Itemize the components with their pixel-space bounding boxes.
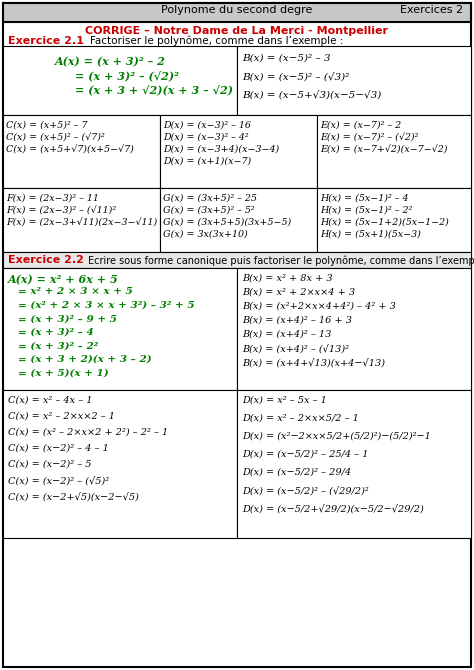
Text: C(x) = (x−2+√5)(x−2−√5): C(x) = (x−2+√5)(x−2−√5) <box>8 492 139 501</box>
Text: Exercice 2.1: Exercice 2.1 <box>8 36 84 46</box>
Bar <box>3 390 237 538</box>
Text: C(x) = (x−2)² – (√5)²: C(x) = (x−2)² – (√5)² <box>8 476 109 486</box>
Text: D(x) = (x−5/2+√29/2)(x−5/2−√29/2): D(x) = (x−5/2+√29/2)(x−5/2−√29/2) <box>242 504 424 513</box>
Text: F(x) = (2x−3+√11)(2x−3−√11): F(x) = (2x−3+√11)(2x−3−√11) <box>6 218 157 227</box>
Text: C(x) = (x+5+√7)(x+5−√7): C(x) = (x+5+√7)(x+5−√7) <box>6 145 134 154</box>
Text: H(x) = (5x+1)(5x−3): H(x) = (5x+1)(5x−3) <box>320 230 421 239</box>
Text: D(x) = (x−3)² – 4²: D(x) = (x−3)² – 4² <box>163 133 249 142</box>
Text: B(x) = (x+4)² – 13: B(x) = (x+4)² – 13 <box>242 330 331 339</box>
Text: = (x + 3)² – (√2)²: = (x + 3)² – (√2)² <box>75 70 179 81</box>
Text: D(x) = (x+1)(x−7): D(x) = (x+1)(x−7) <box>163 157 251 166</box>
Bar <box>317 188 471 252</box>
Text: C(x) = x² – 4x – 1: C(x) = x² – 4x – 1 <box>8 396 92 405</box>
Text: = x² + 2 × 3 × x + 5: = x² + 2 × 3 × x + 5 <box>18 287 133 297</box>
Text: D(x) = (x−5/2)² – (√29/2)²: D(x) = (x−5/2)² – (√29/2)² <box>242 486 369 496</box>
Text: H(x) = (5x−1)² – 2²: H(x) = (5x−1)² – 2² <box>320 206 412 215</box>
Text: B(x) = x² + 2×x×4 + 3: B(x) = x² + 2×x×4 + 3 <box>242 288 355 297</box>
Text: = (x + 3)² – 4: = (x + 3)² – 4 <box>18 328 94 337</box>
Text: C(x) = (x−2)² – 4 – 1: C(x) = (x−2)² – 4 – 1 <box>8 444 109 453</box>
Text: A(x) = (x + 3)² – 2: A(x) = (x + 3)² – 2 <box>55 56 166 67</box>
Text: B(x) = (x−5)² – (√3)²: B(x) = (x−5)² – (√3)² <box>242 72 349 82</box>
Text: CORRIGE – Notre Dame de La Merci - Montpellier: CORRIGE – Notre Dame de La Merci - Montp… <box>85 26 389 36</box>
Text: = (x + 3)² – 2²: = (x + 3)² – 2² <box>18 342 98 350</box>
Text: C(x) = (x−2)² – 5: C(x) = (x−2)² – 5 <box>8 460 91 469</box>
Bar <box>237 390 471 538</box>
Text: = (x + 3 + 2)(x + 3 – 2): = (x + 3 + 2)(x + 3 – 2) <box>18 355 152 364</box>
Text: B(x) = (x−5)² – 3: B(x) = (x−5)² – 3 <box>242 54 330 63</box>
Bar <box>3 268 237 390</box>
Text: = (x + 3)² – 9 + 5: = (x + 3)² – 9 + 5 <box>18 314 117 324</box>
Bar <box>317 115 471 188</box>
Text: C(x) = x² – 2×x×2 – 1: C(x) = x² – 2×x×2 – 1 <box>8 412 115 421</box>
Text: H(x) = (5x−1)² – 4: H(x) = (5x−1)² – 4 <box>320 194 409 203</box>
Text: H(x) = (5x−1+2)(5x−1−2): H(x) = (5x−1+2)(5x−1−2) <box>320 218 449 227</box>
Bar <box>160 188 317 252</box>
Bar <box>3 3 471 22</box>
Text: B(x) = (x²+2×x×4+4²) – 4² + 3: B(x) = (x²+2×x×4+4²) – 4² + 3 <box>242 302 396 311</box>
Text: D(x) = (x−5/2)² – 29/4: D(x) = (x−5/2)² – 29/4 <box>242 468 351 477</box>
Text: Ecrire sous forme canonique puis factoriser le polynôme, comme dans l’exemple :: Ecrire sous forme canonique puis factori… <box>88 255 474 265</box>
Text: = (x² + 2 × 3 × x + 3²) – 3² + 5: = (x² + 2 × 3 × x + 3²) – 3² + 5 <box>18 301 195 310</box>
Text: B(x) = (x−5+√3)(x−5−√3): B(x) = (x−5+√3)(x−5−√3) <box>242 90 381 99</box>
Text: G(x) = (3x+5)² – 5²: G(x) = (3x+5)² – 5² <box>163 206 255 215</box>
Text: F(x) = (2x−3)² – (√11)²: F(x) = (2x−3)² – (√11)² <box>6 206 116 215</box>
Text: F(x) = (2x−3)² – 11: F(x) = (2x−3)² – 11 <box>6 194 99 203</box>
Text: C(x) = (x² – 2×x×2 + 2²) – 2² – 1: C(x) = (x² – 2×x×2 + 2²) – 2² – 1 <box>8 428 168 437</box>
Text: Exercices 2: Exercices 2 <box>400 5 463 15</box>
Text: D(x) = x² – 2×x×5/2 – 1: D(x) = x² – 2×x×5/2 – 1 <box>242 414 359 423</box>
Text: C(x) = (x+5)² – 7: C(x) = (x+5)² – 7 <box>6 121 88 130</box>
Text: G(x) = 3x(3x+10): G(x) = 3x(3x+10) <box>163 230 248 239</box>
Text: = (x + 5)(x + 1): = (x + 5)(x + 1) <box>18 369 109 377</box>
Text: A(x) = x² + 6x + 5: A(x) = x² + 6x + 5 <box>8 274 119 285</box>
Text: Exercice 2.2: Exercice 2.2 <box>8 255 84 265</box>
Text: D(x) = (x²−2×x×5/2+(5/2)²)−(5/2)²−1: D(x) = (x²−2×x×5/2+(5/2)²)−(5/2)²−1 <box>242 432 431 441</box>
Text: D(x) = (x−3)² – 16: D(x) = (x−3)² – 16 <box>163 121 251 130</box>
Bar <box>237 268 471 390</box>
Text: = (x + 3 + √2)(x + 3 – √2): = (x + 3 + √2)(x + 3 – √2) <box>75 84 233 95</box>
Bar <box>3 46 237 115</box>
Bar <box>3 115 160 188</box>
Bar <box>160 115 317 188</box>
Text: Factoriser le polynôme, comme dans l’exemple :: Factoriser le polynôme, comme dans l’exe… <box>90 36 343 46</box>
Bar <box>3 188 160 252</box>
Text: D(x) = (x−5/2)² – 25/4 – 1: D(x) = (x−5/2)² – 25/4 – 1 <box>242 450 368 459</box>
Text: C(x) = (x+5)² – (√7)²: C(x) = (x+5)² – (√7)² <box>6 133 105 142</box>
Bar <box>3 252 471 268</box>
Text: E(x) = (x−7+√2)(x−7−√2): E(x) = (x−7+√2)(x−7−√2) <box>320 145 447 154</box>
Text: B(x) = (x+4)² – 16 + 3: B(x) = (x+4)² – 16 + 3 <box>242 316 352 325</box>
Text: D(x) = (x−3+4)(x−3−4): D(x) = (x−3+4)(x−3−4) <box>163 145 279 154</box>
Text: E(x) = (x−7)² – 2: E(x) = (x−7)² – 2 <box>320 121 401 130</box>
Text: B(x) = (x+4+√13)(x+4−√13): B(x) = (x+4+√13)(x+4−√13) <box>242 358 385 367</box>
Bar <box>237 46 471 115</box>
Text: B(x) = (x+4)² – (√13)²: B(x) = (x+4)² – (√13)² <box>242 344 349 354</box>
Text: Polynome du second degre: Polynome du second degre <box>161 5 313 15</box>
Text: G(x) = (3x+5)² – 25: G(x) = (3x+5)² – 25 <box>163 194 257 203</box>
Text: B(x) = x² + 8x + 3: B(x) = x² + 8x + 3 <box>242 274 333 283</box>
Text: E(x) = (x−7)² – (√2)²: E(x) = (x−7)² – (√2)² <box>320 133 419 142</box>
Text: D(x) = x² – 5x – 1: D(x) = x² – 5x – 1 <box>242 396 327 405</box>
Text: G(x) = (3x+5+5)(3x+5−5): G(x) = (3x+5+5)(3x+5−5) <box>163 218 291 227</box>
